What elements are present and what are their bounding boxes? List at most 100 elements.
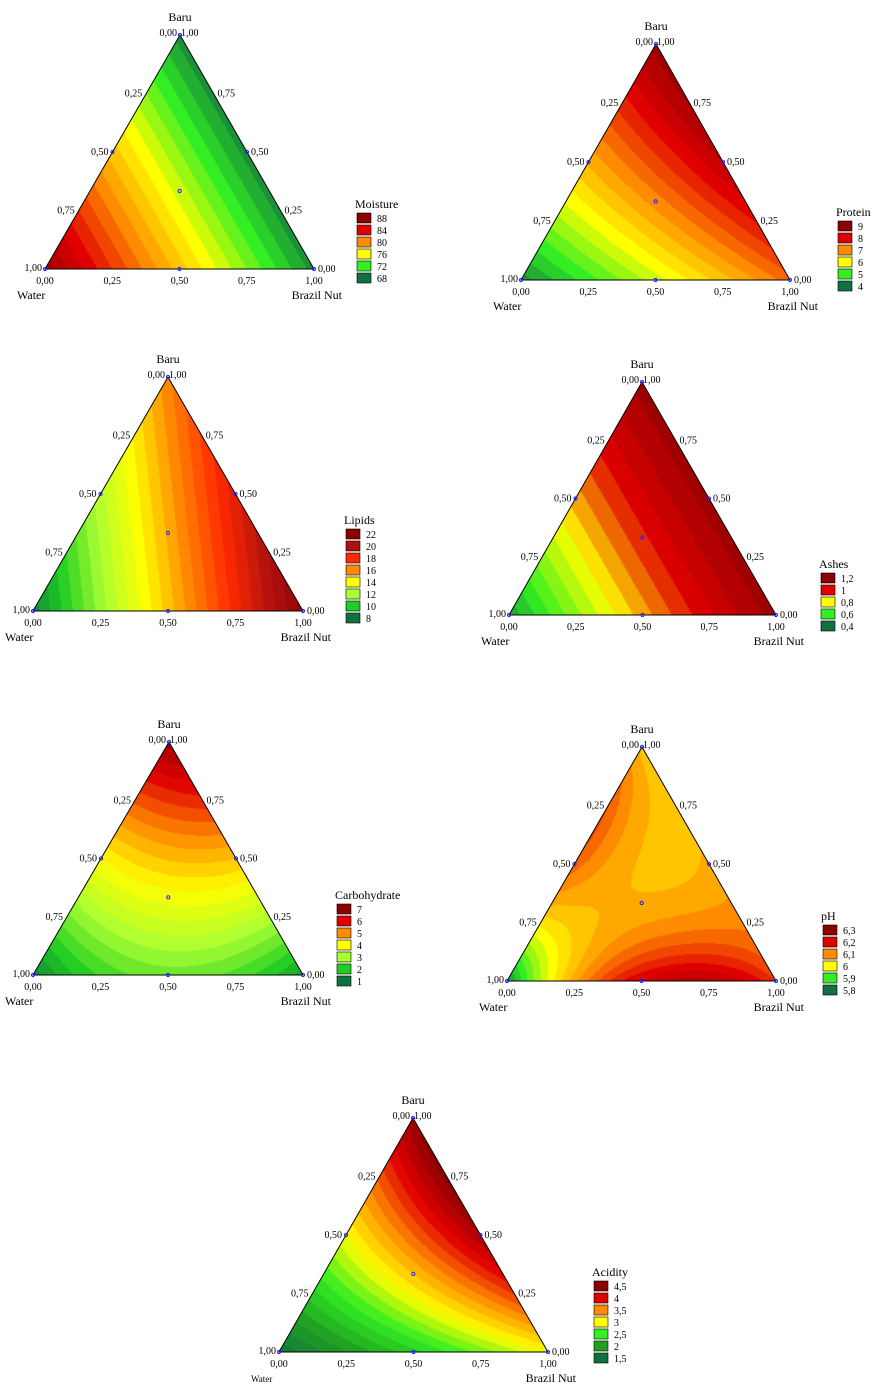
legend: pH 6,36,26,165,95,8	[821, 909, 856, 997]
design-point	[506, 612, 512, 618]
tick-label-right-edge: 0,50	[727, 157, 745, 168]
tick-label-top-right: 1,00	[414, 1111, 432, 1122]
ternary-plot-carbohydrate: 0,00 1,00Baru0,250,500,750,750,500,251,00…	[5, 717, 400, 1008]
legend-entry-label: 22	[366, 530, 376, 541]
design-point	[639, 900, 644, 906]
design-point	[300, 608, 306, 614]
tick-label-right-edge: 0,50	[240, 489, 258, 500]
tick-label-left-edge: 0,50	[567, 157, 585, 168]
tick-label-top-right: 1,00	[643, 375, 661, 386]
legend-swatch	[356, 260, 372, 272]
legend-entry-label: 72	[377, 262, 387, 273]
tick-label-left-edge: 0,50	[91, 147, 109, 158]
tick-label-top-right: 1,00	[657, 37, 675, 48]
design-point	[110, 149, 115, 155]
tick-label-bottom: 0,50	[634, 622, 652, 633]
legend-swatch	[336, 927, 352, 939]
legend-swatch	[336, 903, 352, 915]
tick-label-bottom: 1,00	[294, 982, 312, 993]
axis-name-water: Water	[5, 630, 33, 644]
tick-label-bottom: 1,00	[767, 622, 785, 633]
legend: Acidity 4,543,532,521,5	[592, 1265, 628, 1365]
design-point	[518, 277, 524, 283]
legend-swatch	[837, 256, 853, 268]
legend-swatch	[336, 939, 352, 951]
design-point	[300, 972, 306, 978]
design-point	[586, 159, 591, 165]
axis-name-brazil-nut: Brazil Nut	[281, 630, 332, 644]
legend-swatch	[820, 572, 836, 584]
contour-fill	[279, 1118, 548, 1352]
tick-label-right-edge: 0,75	[680, 435, 698, 446]
legend-title: Moisture	[355, 197, 398, 211]
legend-entry-label: 1,5	[614, 1354, 627, 1365]
tick-label-right-edge: 0,50	[485, 1230, 503, 1241]
legend-entry-label: 80	[377, 238, 387, 249]
legend-swatch	[336, 951, 352, 963]
tick-label-water-corner: 1,00	[13, 605, 31, 616]
legend-swatch	[820, 584, 836, 596]
tick-label-bottom: 0,00	[24, 982, 42, 993]
triangle-outline	[506, 745, 777, 982]
design-point	[639, 978, 644, 984]
legend-title: Ashes	[819, 557, 849, 571]
legend-swatch	[336, 963, 352, 975]
axis-name-brazil-nut: Brazil Nut	[292, 288, 343, 302]
contour-fill	[45, 35, 314, 269]
legend-entry-label: 6	[357, 917, 362, 928]
triangle-outline	[278, 1116, 549, 1353]
tick-label-top-left: 0,00	[149, 735, 167, 746]
legend-entry-label: 4	[858, 282, 863, 293]
design-point	[640, 535, 645, 540]
tick-label-right-edge: 0,25	[274, 912, 292, 923]
legend-entry-label: 6	[858, 258, 863, 269]
legend-entry-label: 5	[858, 270, 863, 281]
legend-swatch	[837, 232, 853, 244]
tick-label-bottom: 1,00	[781, 287, 799, 298]
tick-label-left-edge: 0,25	[358, 1172, 376, 1183]
legend-swatch	[822, 936, 838, 948]
legend-swatch	[593, 1304, 609, 1316]
legend-title: Protein	[836, 205, 871, 219]
design-point	[177, 188, 182, 194]
legend-title: Lipids	[344, 513, 375, 527]
design-point	[165, 608, 171, 614]
legend-entry-label: 84	[377, 226, 387, 237]
legend-swatch	[837, 268, 853, 280]
legend-title: Carbohydrate	[335, 888, 400, 902]
tick-label-top-left: 0,00	[393, 1111, 411, 1122]
legend-entry-label: 6,2	[843, 938, 856, 949]
design-point	[276, 1349, 282, 1355]
tick-label-bottom: 0,75	[238, 276, 256, 287]
legend-entry-label: 1,2	[841, 574, 854, 585]
legend-entry-label: 4	[614, 1294, 619, 1305]
design-point	[165, 374, 171, 380]
tick-label-bottom: 0,25	[338, 1359, 356, 1370]
design-point	[411, 1271, 416, 1277]
tick-label-left-edge: 0,25	[113, 431, 131, 442]
tick-label-left-edge: 0,75	[57, 206, 75, 217]
design-point	[177, 32, 183, 38]
legend-entry-label: 1	[841, 586, 846, 597]
contour-fill	[509, 382, 776, 615]
design-point	[98, 856, 104, 861]
design-point	[233, 491, 238, 497]
axis-name-brazil-nut: Brazil Nut	[281, 994, 332, 1008]
tick-label-left-edge: 0,50	[554, 494, 572, 505]
design-point	[573, 496, 578, 501]
tick-label-bottom: 0,25	[580, 287, 598, 298]
tick-label-bottom: 0,25	[92, 982, 110, 993]
tick-label-bottom: 0,50	[159, 618, 177, 629]
contour-fill	[521, 44, 790, 280]
axis-name-baru: Baru	[401, 1093, 424, 1107]
legend-swatch	[345, 540, 361, 552]
ternary-plot-ph: 0,00 1,00Baru0,250,500,750,750,500,251,00…	[479, 722, 856, 1014]
tick-label-left-edge: 0,25	[114, 795, 132, 806]
tick-label-bottom: 0,75	[714, 287, 732, 298]
legend: Ashes 1,210,80,60,4	[819, 557, 854, 633]
tick-label-top-left: 0,00	[148, 370, 166, 381]
legend-entry-label: 8	[858, 234, 863, 245]
tick-label-bottom: 1,00	[539, 1359, 557, 1370]
design-point	[545, 1349, 551, 1355]
